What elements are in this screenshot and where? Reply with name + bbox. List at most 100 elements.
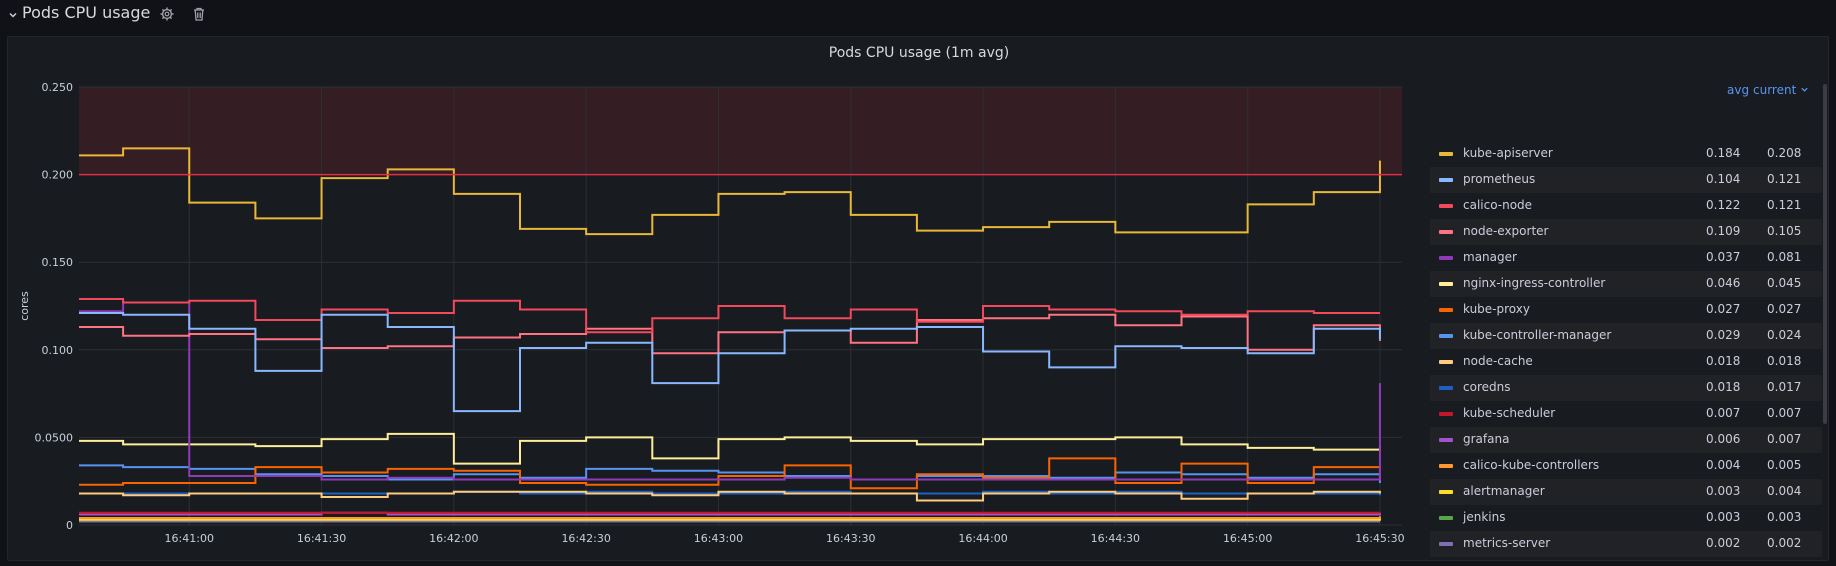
legend-color-swatch[interactable] [1439,438,1453,442]
legend-current-value: 0.002 [1767,536,1802,550]
legend-current-value: 0.121 [1767,198,1802,212]
legend-color-swatch[interactable] [1439,178,1453,182]
legend-item[interactable]: manager 0.037 0.081 [1430,245,1822,271]
y-tick-label: 0.200 [42,169,74,182]
y-tick-label: 0.250 [42,81,74,94]
legend-avg-value: 0.184 [1706,146,1741,160]
legend-series-name[interactable]: calico-node [1463,198,1533,212]
legend-item[interactable]: alertmanager 0.003 0.004 [1430,479,1822,505]
legend-series-name[interactable]: calico-kube-controllers [1463,458,1600,472]
legend-sort-avg[interactable]: avg [1727,83,1750,97]
gear-icon[interactable] [159,6,175,22]
legend-avg-value: 0.037 [1706,250,1741,264]
x-tick-label: 16:45:00 [1223,532,1272,545]
legend-color-swatch[interactable] [1439,412,1453,416]
legend-series-name[interactable]: coredns [1463,380,1511,394]
legend-item[interactable]: grafana 0.006 0.007 [1430,427,1822,453]
legend-current-value: 0.017 [1767,380,1802,394]
legend-current-value: 0.007 [1767,432,1802,446]
legend-avg-value: 0.018 [1706,380,1741,394]
legend-avg-value: 0.007 [1706,406,1741,420]
legend-current-value: 0.105 [1767,224,1802,238]
legend-avg-value: 0.004 [1706,458,1741,472]
legend-avg-value: 0.003 [1706,510,1741,524]
legend-avg-value: 0.002 [1706,536,1741,550]
legend-color-swatch[interactable] [1439,516,1453,520]
legend-series-name[interactable]: nginx-ingress-controller [1463,276,1606,290]
cpu-usage-chart[interactable]: 0 0.0500 0.100 0.150 0.200 0.250 16:41:00 16:41… [8,37,1426,562]
legend-current-value: 0.003 [1767,510,1802,524]
x-tick-label: 16:43:00 [694,532,743,545]
legend-avg-value: 0.109 [1706,224,1741,238]
panel-title[interactable]: Pods CPU usage (1m avg) [828,45,1010,61]
row-title[interactable]: Pods CPU usage [22,3,151,22]
trash-icon[interactable] [191,6,207,22]
legend-color-swatch[interactable] [1439,282,1453,286]
series-line-kube-apiserver [79,147,1381,236]
legend-series-name[interactable]: kube-scheduler [1463,406,1556,420]
legend-scrollbar[interactable] [1823,84,1827,424]
legend-item[interactable]: metrics-server 0.002 0.002 [1430,531,1822,557]
legend-avg-value: 0.104 [1706,172,1741,186]
legend-series-name[interactable]: metrics-server [1463,536,1551,550]
legend-color-swatch[interactable] [1439,256,1453,260]
legend-avg-value: 0.122 [1706,198,1741,212]
legend-sort-current[interactable]: current [1753,83,1809,97]
legend-series-name[interactable]: prometheus [1463,172,1536,186]
legend-color-swatch[interactable] [1439,334,1453,338]
legend-color-swatch[interactable] [1439,308,1453,312]
legend-color-swatch[interactable] [1439,490,1453,494]
chevron-down-icon [1801,87,1808,92]
legend-color-swatch[interactable] [1439,230,1453,234]
legend-color-swatch[interactable] [1439,204,1453,208]
series-line-kube-proxy [79,457,1381,490]
x-tick-label: 16:41:30 [297,532,346,545]
legend-item[interactable]: node-cache 0.018 0.018 [1430,349,1822,375]
series-line-calico-node [79,297,1380,334]
legend-color-swatch[interactable] [1439,386,1453,390]
legend-item[interactable]: kube-apiserver 0.184 0.208 [1430,141,1822,167]
legend-color-swatch[interactable] [1439,360,1453,364]
legend-series-name[interactable]: kube-proxy [1463,302,1530,316]
legend-avg-value: 0.018 [1706,354,1741,368]
legend-avg-value: 0.029 [1706,328,1741,342]
legend-item[interactable]: kube-scheduler 0.007 0.007 [1430,401,1822,427]
y-tick-label: 0.150 [42,256,74,269]
x-tick-label: 16:44:00 [958,532,1007,545]
legend-item[interactable]: jenkins 0.003 0.003 [1430,505,1822,531]
legend-item[interactable]: prometheus 0.104 0.121 [1430,167,1822,193]
legend: kube-apiserver 0.184 0.208 prometheus 0.104 0… [1430,79,1830,559]
legend-item[interactable]: coredns 0.018 0.017 [1430,375,1822,401]
series-line-node-cache [79,490,1381,502]
legend-item[interactable]: nginx-ingress-controller 0.046 0.045 [1430,271,1822,297]
legend-series-name[interactable]: node-cache [1463,354,1533,368]
legend-color-swatch[interactable] [1439,152,1453,156]
legend-series-name[interactable]: alertmanager [1463,484,1545,498]
legend-item[interactable]: node-exporter 0.109 0.105 [1430,219,1822,245]
legend-series-name[interactable]: grafana [1463,432,1510,446]
legend-item[interactable]: calico-node 0.122 0.121 [1430,193,1822,219]
series-line-nginx-ingress-controller [79,432,1381,465]
series-line-prometheus [79,312,1381,413]
legend-item[interactable]: kube-controller-manager 0.029 0.024 [1430,323,1822,349]
legend-color-swatch[interactable] [1439,464,1453,468]
legend-item[interactable]: kube-proxy 0.027 0.027 [1430,297,1822,323]
legend-avg-value: 0.027 [1706,302,1741,316]
x-tick-label: 16:42:30 [561,532,610,545]
legend-series-name[interactable]: node-exporter [1463,224,1549,238]
y-axis-label: cores [18,291,31,321]
legend-color-swatch[interactable] [1439,542,1453,546]
legend-series-name[interactable]: jenkins [1463,510,1506,524]
legend-series-name[interactable]: kube-apiserver [1463,146,1553,160]
legend-series-name[interactable]: manager [1463,250,1517,264]
chevron-down-icon[interactable] [7,9,19,21]
legend-current-value: 0.045 [1767,276,1802,290]
legend-current-value: 0.024 [1767,328,1802,342]
legend-current-value: 0.018 [1767,354,1802,368]
y-tick-label: 0 [66,519,73,532]
legend-series-name[interactable]: kube-controller-manager [1463,328,1612,342]
legend-current-label: current [1753,83,1797,97]
legend-item[interactable]: calico-kube-controllers 0.004 0.005 [1430,453,1822,479]
y-tick-label: 0.100 [42,344,74,357]
